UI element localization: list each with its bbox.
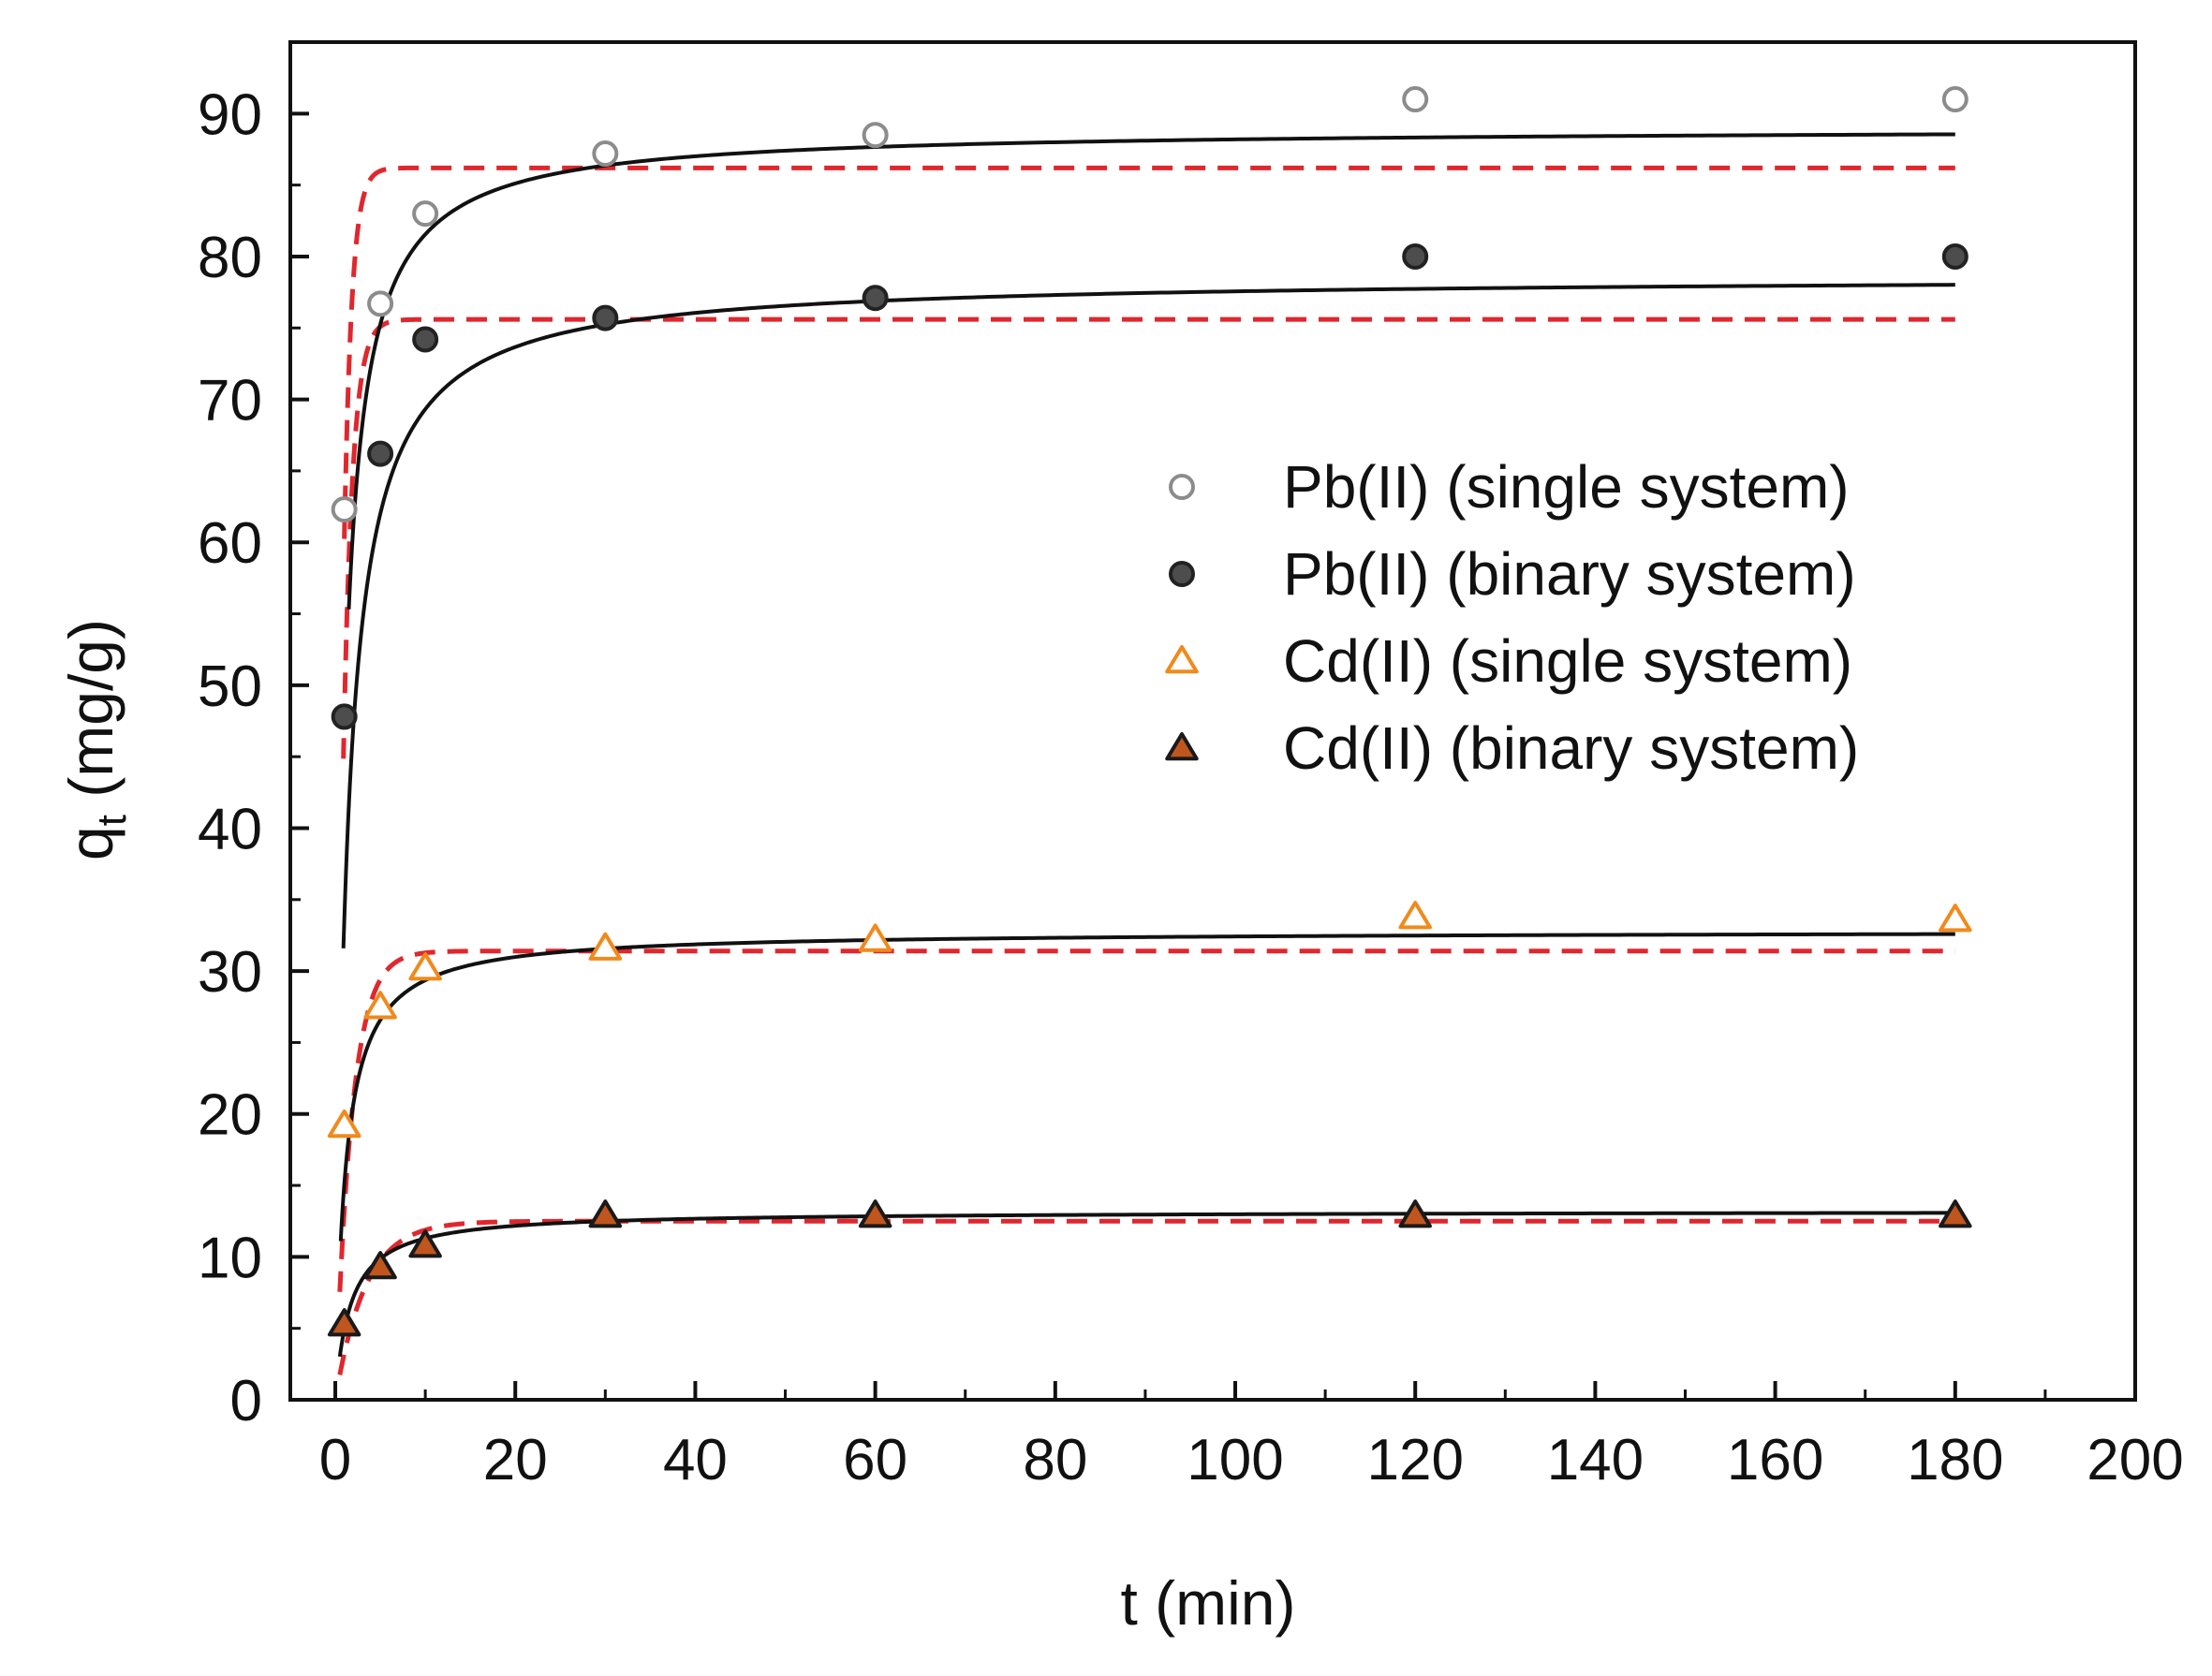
solid-fit-curve xyxy=(341,283,1955,948)
data-point xyxy=(862,122,889,149)
legend-label: Pb(II) (single system) xyxy=(1283,453,1850,521)
data-point xyxy=(588,932,623,961)
data-point xyxy=(363,991,397,1020)
data-points xyxy=(327,86,1972,1337)
data-point xyxy=(862,285,889,312)
x-tick-label: 120 xyxy=(1366,1428,1463,1492)
data-point xyxy=(1941,86,1969,113)
data-point xyxy=(858,923,892,952)
data-point xyxy=(331,496,358,523)
x-tick-label: 180 xyxy=(1907,1428,2003,1492)
data-point xyxy=(1941,243,1969,270)
data-point xyxy=(408,952,442,981)
y-axis-title-main: q xyxy=(56,826,125,860)
data-point xyxy=(592,304,619,331)
data-point xyxy=(858,1199,892,1228)
solid-fit-curve xyxy=(338,932,1955,1242)
data-point xyxy=(592,140,619,168)
legend-label: Cd(II) (single system) xyxy=(1283,627,1852,695)
x-tick-label: 60 xyxy=(843,1428,907,1492)
plot-frame xyxy=(288,40,2137,1402)
y-tick-label: 40 xyxy=(198,797,262,861)
y-tick-label: 10 xyxy=(198,1226,262,1290)
data-point xyxy=(1402,243,1429,270)
dashed-fit-curve xyxy=(342,165,1955,539)
y-tick-label: 90 xyxy=(198,82,262,147)
data-point xyxy=(327,1308,361,1337)
y-axis-title: qt (mg/g) xyxy=(56,619,135,860)
data-point xyxy=(363,1251,397,1280)
y-axis-title-unit: (mg/g) xyxy=(56,619,125,815)
y-tick-label: 50 xyxy=(198,654,262,719)
x-tick-label: 160 xyxy=(1727,1428,1823,1492)
x-axis: 0 20 40 60 80 100 120 140 160 180 200 xyxy=(319,1381,2184,1492)
legend-marker xyxy=(1169,474,1195,500)
legend-label: Pb(II) (binary system) xyxy=(1283,540,1856,608)
x-tick-label: 0 xyxy=(319,1428,351,1492)
x-tick-label: 100 xyxy=(1187,1428,1283,1492)
data-point xyxy=(331,703,358,730)
data-point xyxy=(1398,1199,1432,1228)
data-point xyxy=(1402,86,1429,113)
dashed-fit-curve xyxy=(341,316,1955,759)
x-tick-label: 20 xyxy=(483,1428,548,1492)
y-tick-label: 80 xyxy=(198,226,262,290)
data-point xyxy=(412,200,439,228)
legend: Pb(II) (single system) Pb(II) (binary sys… xyxy=(1165,453,1859,782)
data-point xyxy=(1939,904,1972,933)
y-tick-label: 20 xyxy=(198,1083,262,1148)
y-tick-label: 70 xyxy=(198,369,262,434)
dashed-fit-curve xyxy=(337,1218,1955,1375)
solid-fit-curve xyxy=(337,1211,1955,1358)
data-point xyxy=(1939,1199,1972,1228)
data-point xyxy=(408,1229,442,1258)
data-point xyxy=(1398,901,1432,930)
x-axis-title: t (min) xyxy=(1121,1568,1296,1638)
legend-marker xyxy=(1169,561,1195,587)
x-tick-label: 40 xyxy=(663,1428,728,1492)
legend-marker xyxy=(1165,645,1199,674)
solid-fit-curve xyxy=(347,132,1955,610)
x-tick-label: 80 xyxy=(1023,1428,1087,1492)
y-tick-label: 60 xyxy=(198,511,262,576)
y-tick-label: 0 xyxy=(230,1369,262,1433)
y-tick-label: 30 xyxy=(198,940,262,1005)
legend-label: Cd(II) (binary system) xyxy=(1283,714,1859,782)
dashed-fit-curve xyxy=(337,948,1955,1292)
data-point xyxy=(412,326,439,353)
y-axis: 0 10 20 30 40 50 60 70 80 90 xyxy=(198,82,309,1433)
legend-marker xyxy=(1165,732,1199,761)
data-point xyxy=(367,440,394,467)
x-tick-label: 140 xyxy=(1547,1428,1644,1492)
data-point xyxy=(367,290,394,317)
data-point xyxy=(588,1199,623,1228)
y-axis-title-sub: t xyxy=(89,815,135,826)
data-point xyxy=(327,1109,361,1139)
x-tick-label: 200 xyxy=(2087,1428,2183,1492)
